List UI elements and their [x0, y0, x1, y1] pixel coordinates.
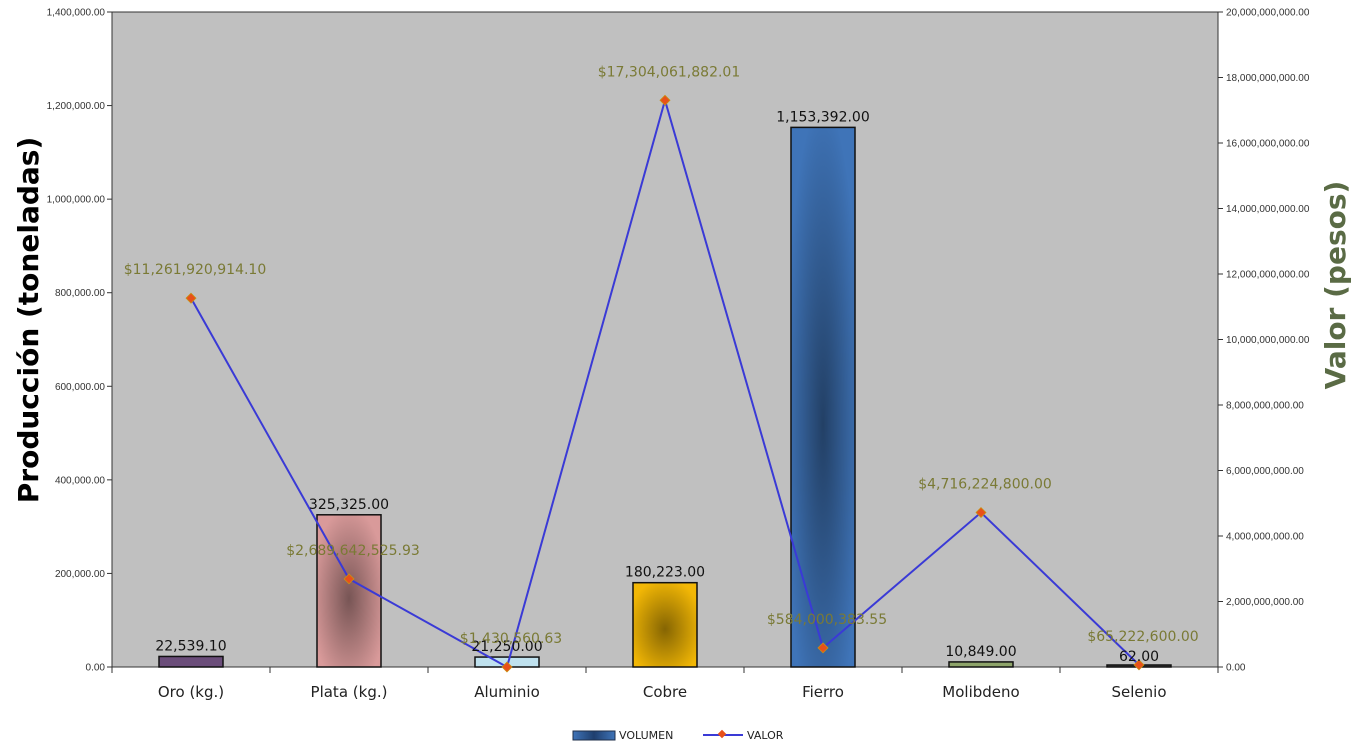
bar-value-label: 180,223.00	[625, 565, 705, 581]
x-tick-label: Plata (kg.)	[311, 683, 388, 701]
x-tick-label: Aluminio	[474, 683, 540, 701]
x-tick-label: Oro (kg.)	[158, 683, 224, 701]
legend-swatch-volumen	[572, 730, 616, 741]
legend: VOLUMEN VALOR	[572, 729, 784, 742]
legend-label-valor: VALOR	[747, 729, 784, 742]
bar-value-label: 62.00	[1119, 649, 1159, 665]
point-value-label: $1,430,560.63	[460, 631, 562, 647]
x-tick-label: Cobre	[643, 683, 687, 701]
point-value-label: $65,222,600.00	[1087, 629, 1198, 645]
y-tick-label-right: 0.00	[1226, 663, 1246, 674]
bar	[948, 661, 1014, 668]
point-value-label: $4,716,224,800.00	[918, 477, 1052, 493]
y-tick-label-left: 0.00	[86, 663, 106, 674]
bar-shading	[791, 127, 855, 667]
bar-value-label: 22,539.10	[155, 638, 226, 654]
y-tick-label-left: 1,200,000.00	[47, 101, 106, 112]
y-axis-title-right: Valor (pesos)	[1319, 181, 1352, 390]
bar-value-label: 21,250.00	[471, 639, 542, 655]
y-tick-label-left: 1,000,000.00	[47, 195, 106, 206]
y-tick-label-right: 12,000,000,000.00	[1226, 270, 1310, 281]
legend-swatch-valor-marker	[717, 729, 727, 739]
data-labels: 22,539.10 325,325.00 21,250.00 180,223.00 1,…	[124, 64, 1199, 665]
y-tick-label-right: 6,000,000,000.00	[1226, 466, 1304, 477]
legend-label-volumen: VOLUMEN	[619, 729, 673, 742]
point-marker	[975, 507, 987, 519]
point-marker	[185, 292, 197, 304]
point-value-label: $17,304,061,882.01	[598, 64, 741, 80]
bar-value-label: 1,153,392.00	[776, 109, 870, 125]
point-value-label: $11,261,920,914.10	[124, 262, 267, 278]
y-tick-label-left: 800,000.00	[55, 288, 105, 299]
plot-area	[112, 12, 1218, 667]
value-line	[185, 94, 1145, 673]
y-tick-label-right: 10,000,000,000.00	[1226, 335, 1310, 346]
bar	[158, 655, 224, 668]
y-tick-label-left: 200,000.00	[55, 569, 105, 580]
y-tick-label-right: 14,000,000,000.00	[1226, 204, 1310, 215]
point-marker	[501, 661, 513, 673]
bar-value-label: 10,849.00	[945, 644, 1016, 660]
y-tick-label-right: 18,000,000,000.00	[1226, 73, 1310, 84]
bar-shading	[633, 582, 697, 667]
point-marker	[1133, 659, 1145, 671]
point-marker	[817, 642, 829, 654]
x-tick-label: Molibdeno	[942, 683, 1019, 701]
point-value-label: $2,689,642,525.93	[286, 543, 420, 559]
y-tick-label-right: 16,000,000,000.00	[1226, 139, 1310, 150]
x-tick-label: Selenio	[1112, 683, 1167, 701]
y-tick-label-right: 4,000,000,000.00	[1226, 532, 1304, 543]
y-tick-label-right: 20,000,000,000.00	[1226, 8, 1310, 19]
axes: 0.00 200,000.00 400,000.00 600,000.00 800,00…	[47, 8, 1310, 702]
y-axis-title-left: Producción (toneladas)	[12, 137, 45, 504]
bar-value-label: 325,325.00	[309, 497, 389, 513]
y-tick-label-right: 2,000,000,000.00	[1226, 597, 1304, 608]
y-tick-label-left: 600,000.00	[55, 382, 105, 393]
y-tick-label-left: 400,000.00	[55, 475, 105, 486]
x-tick-label: Fierro	[802, 683, 844, 701]
point-marker	[343, 573, 355, 585]
point-marker	[659, 94, 671, 106]
y-tick-label-left: 1,400,000.00	[47, 8, 106, 19]
y-tick-label-right: 8,000,000,000.00	[1226, 401, 1304, 412]
point-value-label: $584,000,383.55	[767, 612, 887, 628]
